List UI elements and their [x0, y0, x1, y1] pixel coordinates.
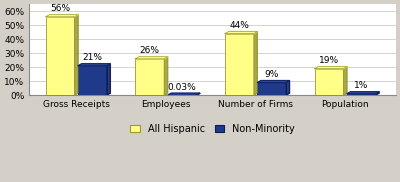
Text: 1%: 1%: [354, 81, 368, 90]
Bar: [315, 69, 343, 95]
Polygon shape: [196, 93, 200, 95]
Polygon shape: [225, 31, 257, 34]
Polygon shape: [46, 15, 78, 17]
Bar: [46, 17, 74, 95]
Text: 56%: 56%: [50, 4, 70, 13]
Polygon shape: [168, 93, 200, 95]
Legend: All Hispanic, Non-Minority: All Hispanic, Non-Minority: [126, 120, 299, 138]
Polygon shape: [164, 57, 168, 95]
Polygon shape: [74, 15, 78, 95]
Bar: [136, 59, 164, 95]
Bar: [257, 83, 286, 95]
Polygon shape: [254, 31, 257, 95]
Polygon shape: [343, 67, 347, 95]
Bar: [347, 94, 376, 95]
Text: 21%: 21%: [82, 53, 102, 62]
Polygon shape: [107, 64, 110, 95]
Polygon shape: [78, 64, 110, 66]
Bar: [225, 34, 254, 95]
Text: 19%: 19%: [319, 56, 339, 65]
Polygon shape: [136, 57, 168, 59]
Bar: [78, 66, 107, 95]
Polygon shape: [315, 67, 347, 69]
Text: 9%: 9%: [264, 70, 279, 79]
Text: 0.03%: 0.03%: [168, 83, 196, 92]
Text: 26%: 26%: [140, 46, 160, 55]
Polygon shape: [376, 92, 379, 95]
Polygon shape: [286, 81, 290, 95]
Text: 44%: 44%: [230, 21, 249, 30]
Polygon shape: [257, 81, 290, 83]
Polygon shape: [347, 92, 379, 94]
